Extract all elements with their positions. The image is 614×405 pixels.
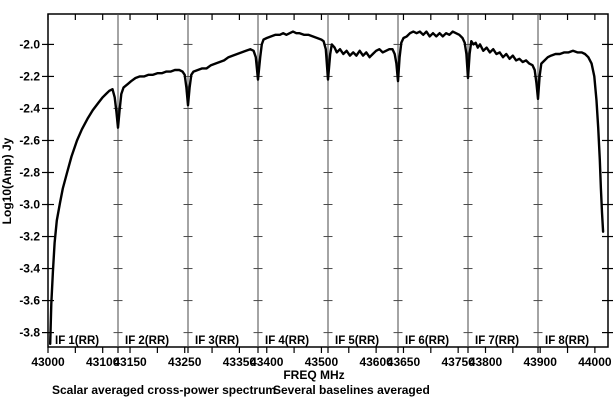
x-axis-title: FREQ MHz bbox=[283, 368, 344, 382]
if-panel-label: IF 8(RR) bbox=[545, 335, 589, 347]
x-tick-label: 43100 bbox=[86, 355, 120, 369]
x-tick-label: 43150 bbox=[113, 355, 147, 369]
y-tick-label: -2.8 bbox=[19, 165, 40, 179]
y-tick-label: -2.0 bbox=[19, 37, 40, 51]
footer-caption-left: Scalar averaged cross-power spectrum bbox=[52, 383, 276, 397]
y-tick-label: -2.6 bbox=[19, 133, 40, 147]
x-tick-label: 43250 bbox=[168, 355, 202, 369]
plot-generated-layer: -2.0 -2.2 -2.4 -2.6 -2.8 -3.0 -3.2 -3.4 -3.6 -3.8… bbox=[19, 13, 613, 369]
x-tick-label: 43400 bbox=[250, 355, 284, 369]
if-panel-label: IF 7(RR) bbox=[475, 335, 519, 347]
x-tick-label: 43350 bbox=[223, 355, 257, 369]
y-tick-label: -3.8 bbox=[19, 326, 40, 340]
if-panel-label: IF 1(RR) bbox=[55, 335, 99, 347]
y-tick-label: -3.4 bbox=[19, 262, 40, 276]
y-axis-title: Log10(Amp) Jy bbox=[0, 137, 14, 224]
if-panel-label: IF 2(RR) bbox=[125, 335, 169, 347]
x-tick-label: 43750 bbox=[441, 355, 475, 369]
y-tick-label: -3.6 bbox=[19, 294, 40, 308]
if-panel-label: IF 5(RR) bbox=[335, 335, 379, 347]
y-tick-label: -2.2 bbox=[19, 69, 40, 83]
x-tick-label: 44000 bbox=[578, 355, 612, 369]
x-tick-label: 43500 bbox=[305, 355, 339, 369]
x-tick-label: 43800 bbox=[469, 355, 503, 369]
x-tick-label: 43600 bbox=[359, 355, 393, 369]
if-panel-label: IF 6(RR) bbox=[405, 335, 449, 347]
x-tick-label: 43000 bbox=[31, 355, 65, 369]
y-tick-label: -3.0 bbox=[19, 198, 40, 212]
y-tick-label: -2.4 bbox=[19, 101, 40, 115]
spectrum-trace bbox=[49, 30, 605, 345]
x-tick-label: 43900 bbox=[524, 355, 558, 369]
x-tick-label: 43650 bbox=[387, 355, 421, 369]
if-panel-label: IF 4(RR) bbox=[265, 335, 309, 347]
if-panel-label: IF 3(RR) bbox=[195, 335, 239, 347]
y-tick-label: -3.2 bbox=[19, 230, 40, 244]
footer-caption-right: Several baselines averaged bbox=[273, 383, 430, 397]
